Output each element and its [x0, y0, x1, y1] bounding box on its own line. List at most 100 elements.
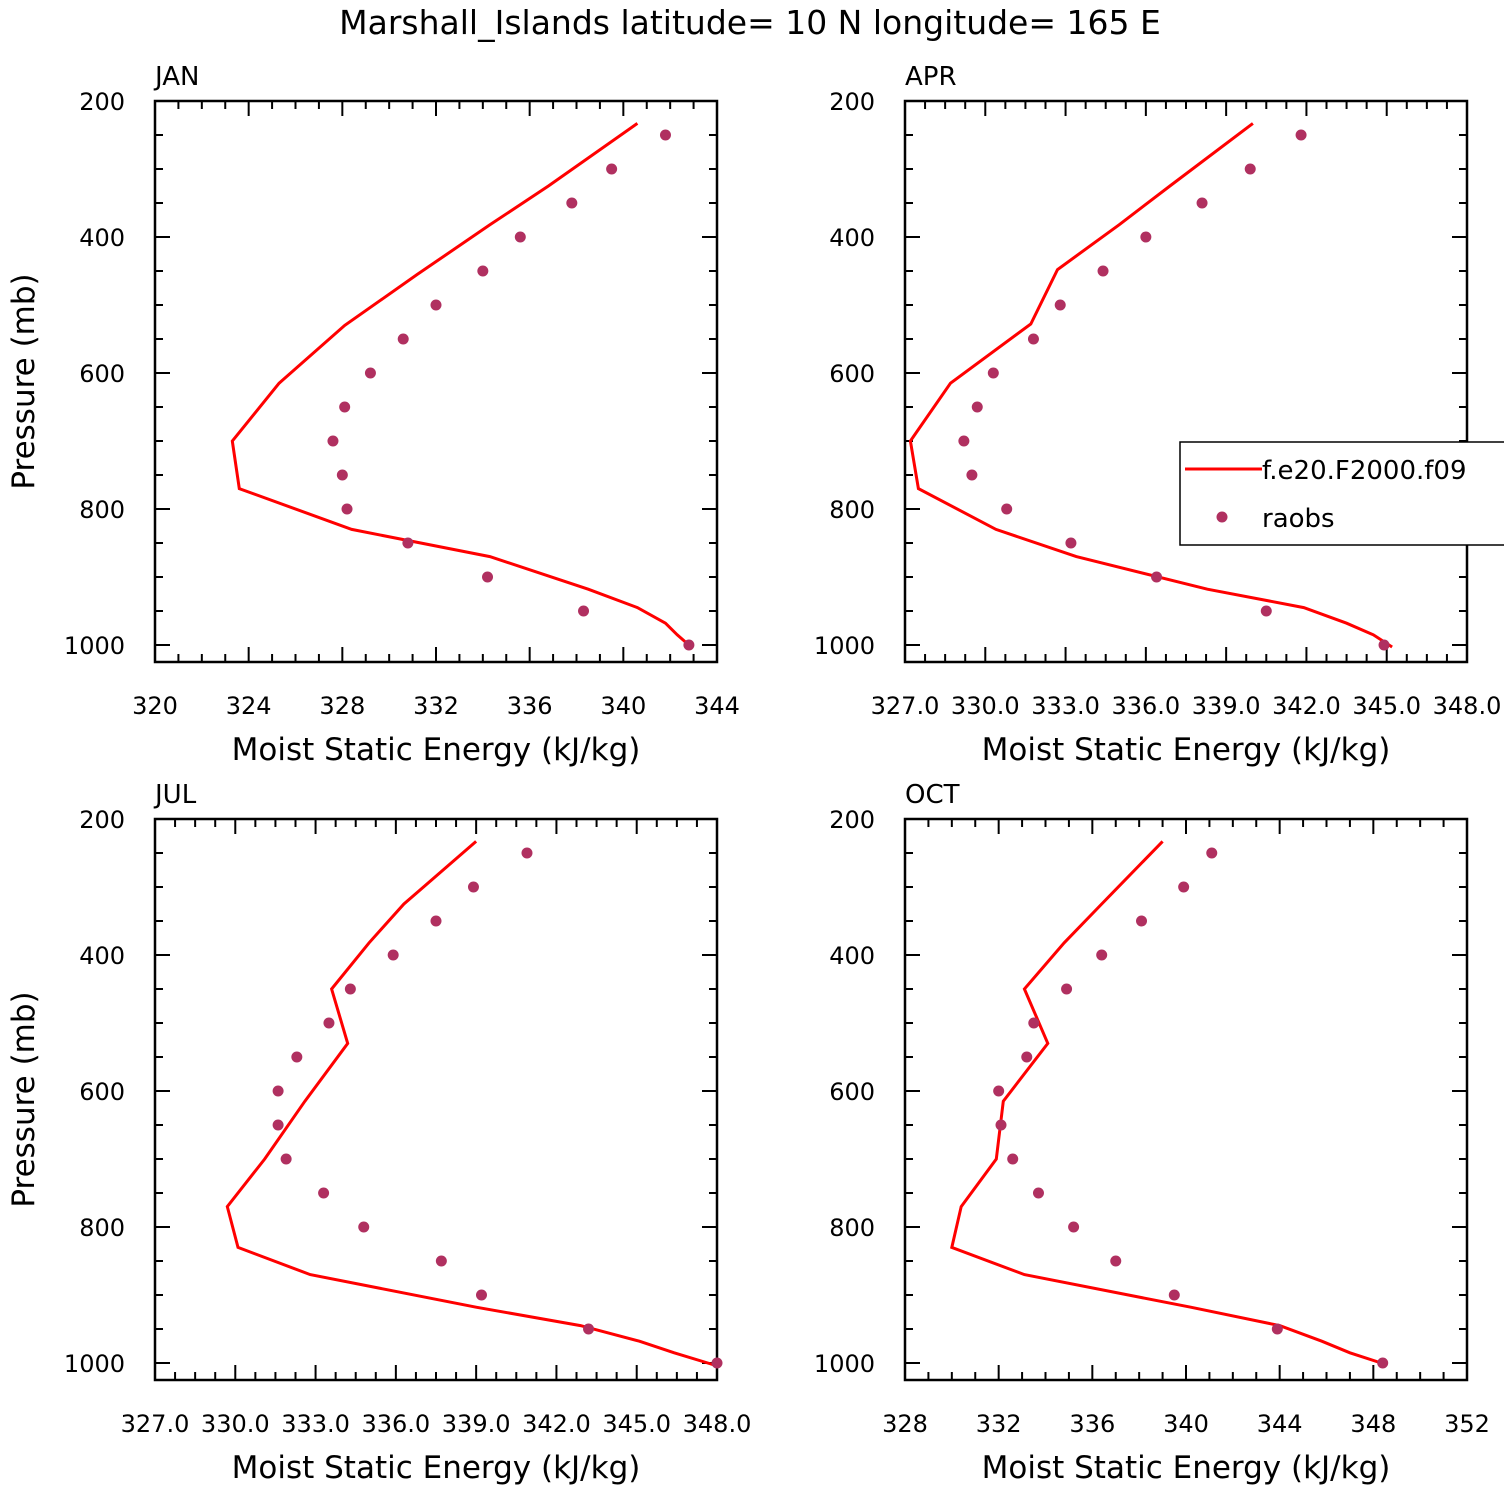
y-tick-label: 800 [829, 1214, 875, 1242]
x-tick-label: 340 [1163, 1410, 1209, 1438]
x-axis-label: Moist Static Energy (kJ/kg) [232, 1450, 641, 1486]
x-tick-label: 345.0 [1352, 692, 1421, 720]
y-axis-label: Pressure (mb) [6, 273, 42, 489]
x-tick-label: 336 [507, 692, 553, 720]
raobs-point [1377, 1357, 1389, 1369]
legend-label-model: f.e20.F2000.f09 [1262, 456, 1467, 486]
raobs-point [1295, 129, 1307, 141]
panel-label: JAN [153, 62, 199, 92]
plot-frame [903, 817, 1469, 1382]
x-tick-label: 333.0 [281, 1410, 350, 1438]
raobs-point [327, 435, 339, 447]
raobs-point [995, 1119, 1007, 1131]
raobs-point [364, 367, 376, 379]
y-tick-label: 600 [829, 360, 875, 388]
x-tick-label: 342.0 [522, 1410, 591, 1438]
x-tick-label: 330.0 [951, 692, 1020, 720]
model-line [230, 122, 693, 649]
legend: f.e20.F2000.f09 raobs [1179, 441, 1504, 546]
raobs-point [1068, 1221, 1080, 1233]
y-tick-label: 200 [79, 88, 125, 116]
raobs-point [475, 1289, 487, 1301]
x-tick-label: 348 [1350, 1410, 1396, 1438]
plot-frame [153, 817, 719, 1382]
raobs-point [1001, 503, 1013, 515]
panel-label: JUL [153, 780, 197, 810]
raobs-point [291, 1051, 303, 1063]
raobs-point [1061, 983, 1073, 995]
x-tick-label: 352 [1444, 1410, 1490, 1438]
y-tick-label: 200 [829, 88, 875, 116]
legend-label-raobs: raobs [1262, 504, 1335, 534]
panel-label: OCT [905, 780, 960, 810]
x-tick-label: 328 [319, 692, 365, 720]
x-tick-label: 344 [1257, 1410, 1303, 1438]
raobs-point [1097, 265, 1109, 277]
raobs-point [341, 503, 353, 515]
y-tick-label: 1000 [64, 632, 125, 660]
raobs-point [958, 435, 970, 447]
raobs-point [477, 265, 489, 277]
x-tick-label: 327.0 [121, 1410, 190, 1438]
y-tick-label: 600 [79, 360, 125, 388]
raobs-point [402, 537, 414, 549]
raobs-point [1032, 1187, 1044, 1199]
raobs-point [467, 881, 479, 893]
legend-marker-swatch [1216, 511, 1228, 523]
x-axis-label: Moist Static Energy (kJ/kg) [232, 732, 641, 768]
model-line [950, 840, 1388, 1367]
raobs-point [482, 571, 494, 583]
raobs-point [1096, 949, 1108, 961]
raobs-point [430, 915, 442, 927]
raobs-point [1028, 1017, 1040, 1029]
panels: JAN 320 324 328 332 336 340 344 200 400 600 800 1000… [6, 62, 1504, 1486]
model-line [908, 122, 1393, 649]
raobs-point [1151, 571, 1163, 583]
y-tick-label: 1000 [814, 632, 875, 660]
y-tick-label: 400 [829, 224, 875, 252]
panel-jan: JAN 320 324 328 332 336 340 344 200 400 600 800 1000… [6, 62, 740, 768]
raobs-point [987, 367, 999, 379]
x-tick-label: 348.0 [1433, 692, 1502, 720]
x-tick-label: 333.0 [1031, 692, 1100, 720]
x-tick-label: 344 [694, 692, 740, 720]
y-tick-label: 800 [79, 496, 125, 524]
x-tick-label: 339.0 [1192, 692, 1261, 720]
y-axis-label: Pressure (mb) [6, 991, 42, 1207]
y-tick-label: 400 [79, 942, 125, 970]
raobs-point [1007, 1153, 1019, 1165]
y-tick-label: 600 [829, 1078, 875, 1106]
x-tick-label: 340 [600, 692, 646, 720]
x-tick-label: 342.0 [1272, 692, 1341, 720]
raobs-point [344, 983, 356, 995]
y-tick-label: 600 [79, 1078, 125, 1106]
panel-label: APR [905, 62, 957, 92]
x-tick-label: 327.0 [871, 692, 940, 720]
raobs-point [578, 605, 590, 617]
plot-frame [153, 99, 719, 664]
x-axis-label: Moist Static Energy (kJ/kg) [982, 732, 1391, 768]
raobs-point [387, 949, 399, 961]
raobs-point [272, 1119, 284, 1131]
raobs-point [683, 639, 695, 651]
raobs-point [1027, 333, 1039, 345]
raobs-point [1065, 537, 1077, 549]
raobs-point [430, 299, 442, 311]
x-tick-label: 336.0 [1111, 692, 1180, 720]
raobs-point [318, 1187, 330, 1199]
y-tick-label: 800 [829, 496, 875, 524]
x-tick-label: 328 [882, 1410, 928, 1438]
x-tick-label: 339.0 [442, 1410, 511, 1438]
raobs-point [1260, 605, 1272, 617]
y-tick-label: 800 [79, 1214, 125, 1242]
y-tick-label: 400 [829, 942, 875, 970]
raobs-point [358, 1221, 370, 1233]
raobs-point [1168, 1289, 1180, 1301]
y-tick-label: 200 [829, 806, 875, 834]
y-tick-label: 1000 [814, 1350, 875, 1378]
x-tick-label: 320 [132, 692, 178, 720]
raobs-point [711, 1357, 723, 1369]
x-tick-label: 332 [976, 1410, 1022, 1438]
x-tick-label: 336 [1069, 1410, 1115, 1438]
